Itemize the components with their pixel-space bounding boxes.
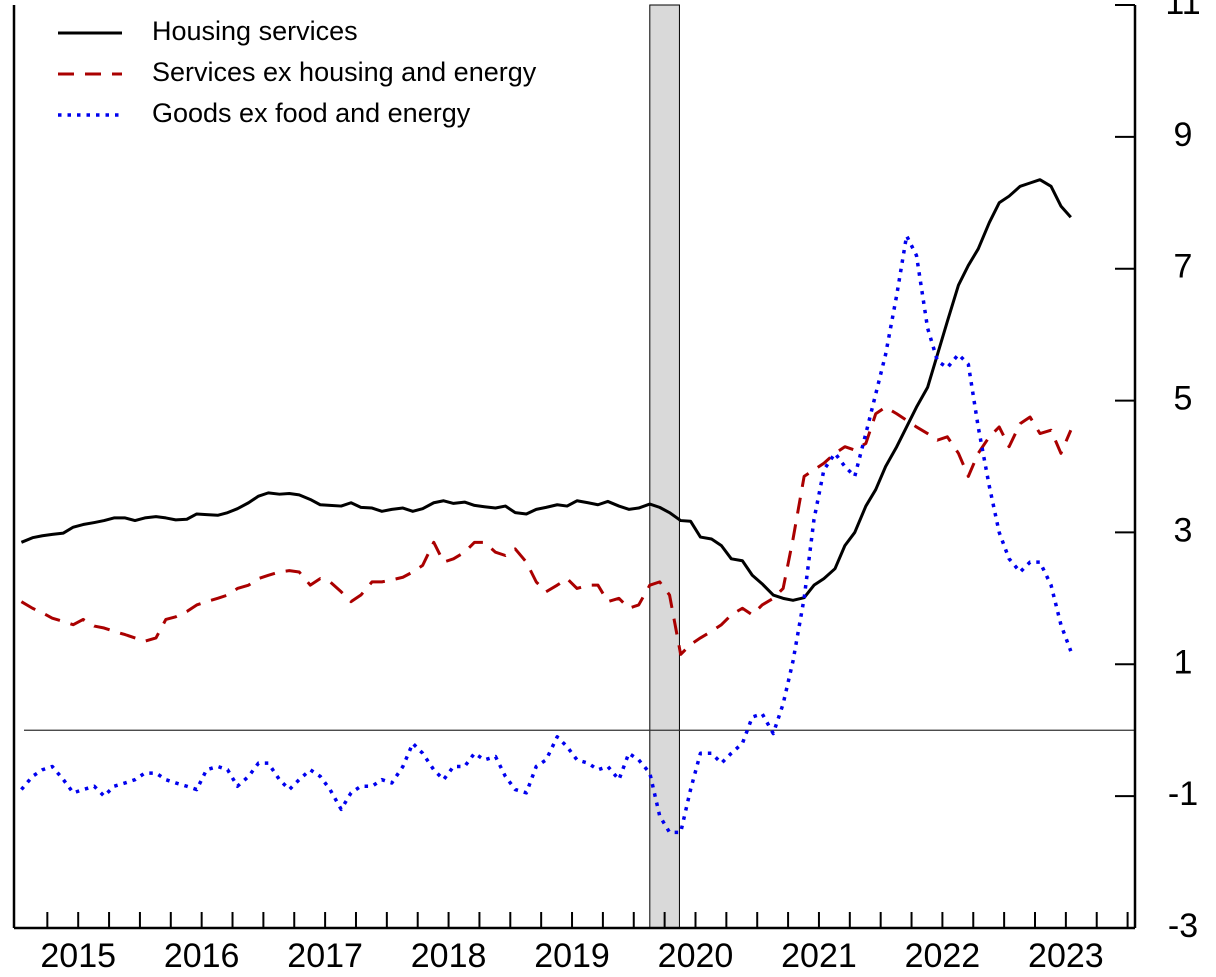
y-tick-label: -1 <box>1168 775 1198 813</box>
x-tick-label: 2015 <box>40 937 116 975</box>
y-tick-label: 5 <box>1174 380 1193 418</box>
x-tick-label: 2017 <box>287 937 363 975</box>
y-tick-label: 11 <box>1165 0 1200 22</box>
series-line <box>20 178 1072 602</box>
series-line <box>20 405 1073 656</box>
y-tick-label: -3 <box>1168 907 1198 945</box>
x-tick-label: 2021 <box>781 937 857 975</box>
y-tick-label: 3 <box>1174 511 1193 549</box>
legend-label: Services ex housing and energy <box>152 57 537 87</box>
x-tick-label: 2020 <box>658 937 734 975</box>
x-tick-label: 2022 <box>905 937 981 975</box>
x-tick-label: 2016 <box>164 937 240 975</box>
legend-label: Goods ex food and energy <box>152 98 471 128</box>
x-tick-label: 2019 <box>534 937 610 975</box>
y-tick-label: 7 <box>1174 248 1193 286</box>
legend-label: Housing services <box>152 16 358 46</box>
y-tick-label: 9 <box>1174 116 1193 154</box>
x-tick-label: 2023 <box>1028 937 1104 975</box>
series-line <box>20 234 1073 835</box>
recession-band <box>649 4 680 929</box>
y-tick-label: 1 <box>1174 643 1193 681</box>
x-tick-label: 2018 <box>411 937 487 975</box>
